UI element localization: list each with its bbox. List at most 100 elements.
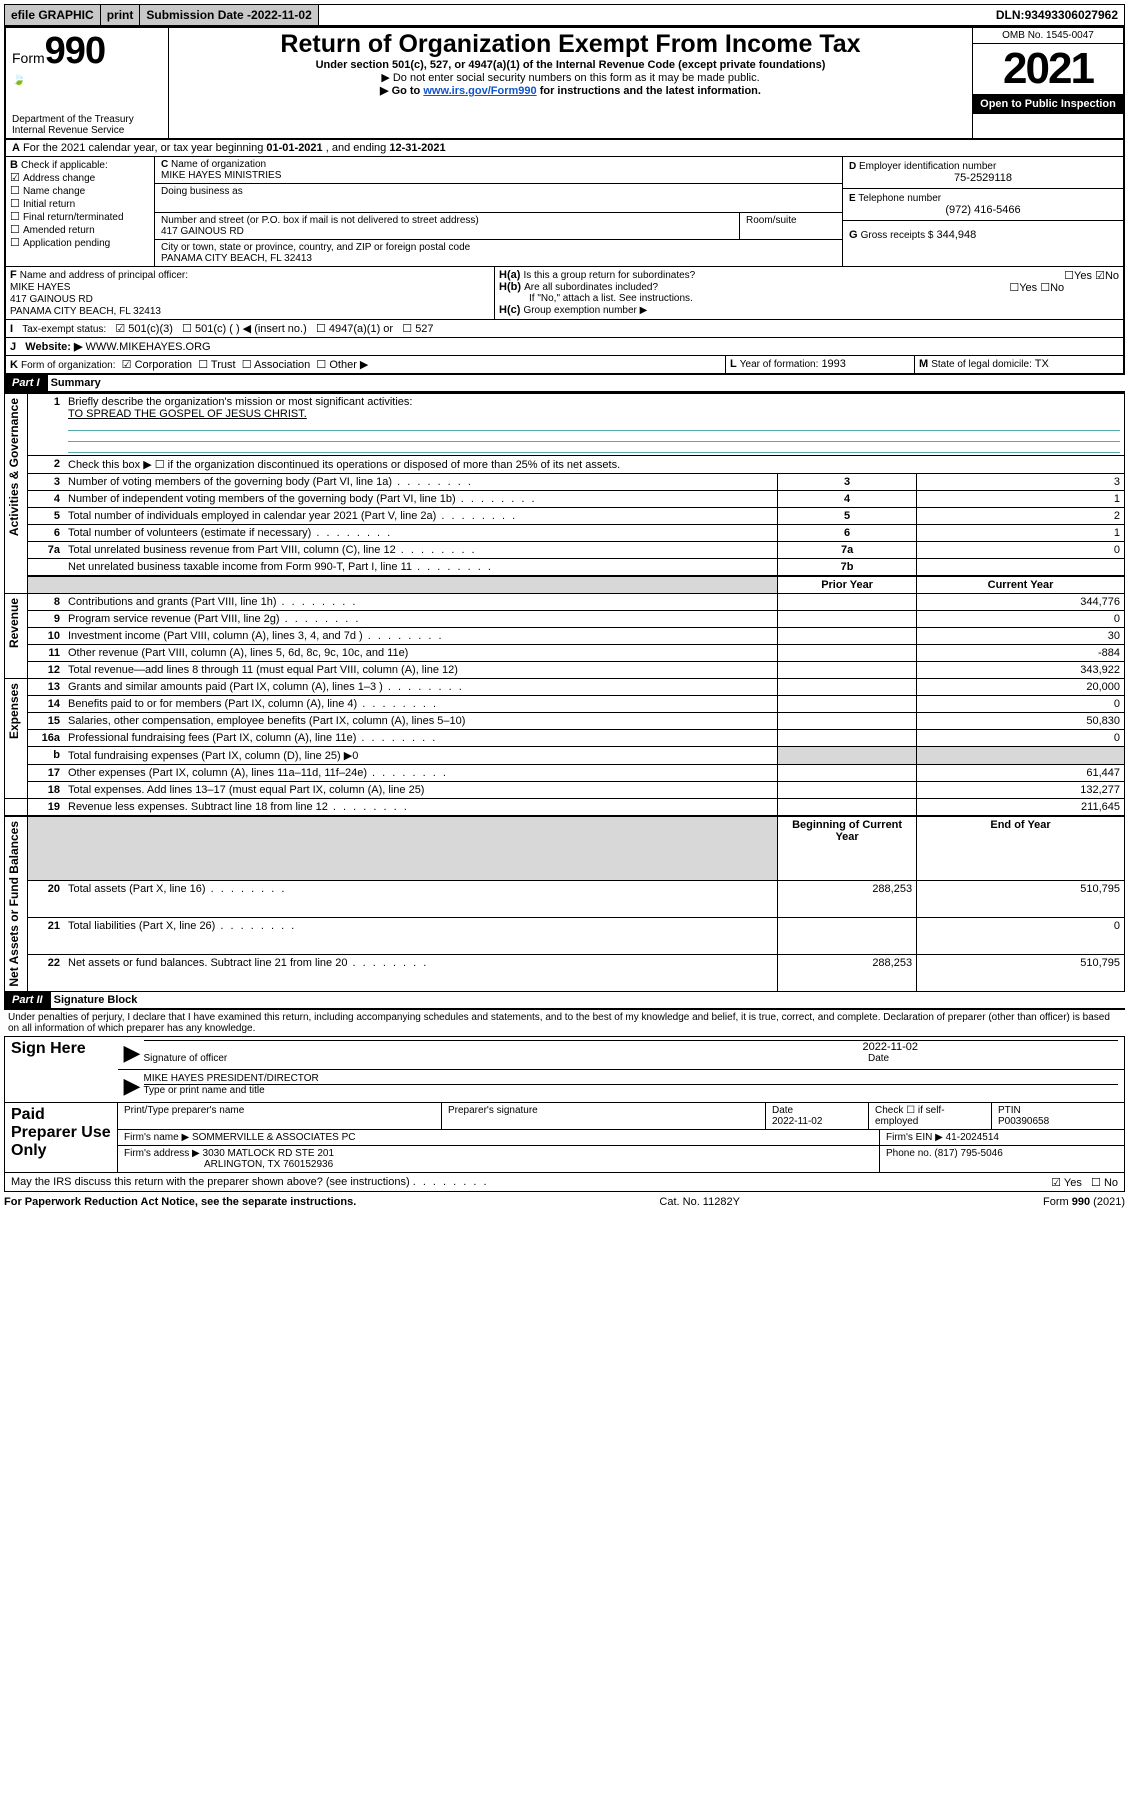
box-i: I Tax-exempt status: ☑ 501(c)(3) ☐ 501(c… (6, 320, 1123, 337)
form-id-cell: Form990 🍃 Department of the Treasury Int… (5, 27, 169, 139)
dept-treasury: Department of the Treasury (12, 114, 162, 125)
c-name-label: Name of organization (171, 159, 266, 170)
firm-ein-label: Firm's EIN ▶ (886, 1132, 943, 1143)
sign-here-label: Sign Here (5, 1036, 118, 1102)
line-20-text: Total assets (Part X, line 16) (64, 880, 778, 917)
b-opt-4[interactable]: ☐ Amended return (10, 223, 150, 236)
line-4-val: 1 (917, 491, 1125, 508)
org-street: 417 GAINOUS RD (161, 226, 733, 237)
toolbar-spacer (319, 5, 990, 25)
line-12-text: Total revenue—add lines 8 through 11 (mu… (64, 662, 778, 679)
line-2: Check this box ▶ ☐ if the organization d… (64, 456, 1125, 474)
line-13-text: Grants and similar amounts paid (Part IX… (64, 679, 778, 696)
line-13-val: 20,000 (917, 679, 1125, 696)
form-subtitle-2: ▶ Do not enter social security numbers o… (175, 71, 966, 84)
b-opt-3[interactable]: ☐ Final return/terminated (10, 210, 150, 223)
sign-arrow-icon: ▶ (124, 1040, 144, 1066)
b-opt-2[interactable]: ☐ Initial return (10, 197, 150, 210)
goto-post: for instructions and the latest informat… (537, 85, 761, 97)
check-self-employed[interactable]: Check ☐ if self-employed (869, 1103, 992, 1129)
line-16b-text: Total fundraising expenses (Part IX, col… (64, 747, 778, 765)
line-22-begin: 288,253 (778, 954, 917, 991)
a-text: For the 2021 calendar year, or tax year … (23, 142, 266, 154)
line-18-text: Total expenses. Add lines 13–17 (must eq… (64, 782, 778, 799)
domicile-state: TX (1035, 358, 1049, 370)
irs-link[interactable]: www.irs.gov/Form990 (423, 85, 536, 97)
efile-label: efile GRAPHIC (11, 8, 94, 22)
side-rev: Revenue (5, 594, 23, 652)
org-city: PANAMA CITY BEACH, FL 32413 (161, 253, 836, 264)
a-mid: , and ending (326, 142, 390, 154)
ha-text: Is this a group return for subordinates? (523, 270, 695, 281)
paid-preparer-label: Paid Preparer Use Only (5, 1102, 118, 1172)
hc-text: Group exemption number ▶ (523, 305, 647, 316)
m-label: State of legal domicile: (931, 359, 1032, 370)
b-opt-5[interactable]: ☐ Application pending (10, 236, 150, 249)
line-22-text: Net assets or fund balances. Subtract li… (64, 954, 778, 991)
org-name: MIKE HAYES MINISTRIES (161, 170, 836, 181)
line-19-text: Revenue less expenses. Subtract line 18 … (64, 799, 778, 817)
line-20-begin: 288,253 (778, 880, 917, 917)
year-cell: OMB No. 1545-0047 2021 Open to Public In… (973, 27, 1125, 139)
room-label: Room/suite (739, 213, 842, 239)
box-b: B Check if applicable: ☑ Address change … (6, 157, 155, 266)
top-toolbar: efile GRAPHIC print Submission Date - 20… (4, 4, 1125, 26)
line-11-val: -884 (917, 645, 1125, 662)
irs-label: Internal Revenue Service (12, 125, 162, 136)
prep-name-label: Print/Type preparer's name (118, 1103, 442, 1129)
line-21-end: 0 (917, 917, 1125, 954)
omb-number: OMB No. 1545-0047 (973, 28, 1123, 44)
gross-receipts: 344,948 (937, 229, 977, 241)
line-17-val: 61,447 (917, 765, 1125, 782)
b-label: Check if applicable: (21, 160, 108, 171)
line-3-text: Number of voting members of the governin… (64, 474, 778, 491)
line-15-text: Salaries, other compensation, employee b… (64, 713, 778, 730)
part-ii-title: Signature Block (54, 994, 138, 1006)
declaration-text: Under penalties of perjury, I declare th… (4, 1010, 1125, 1036)
line-6-text: Total number of volunteers (estimate if … (64, 525, 778, 542)
line-10-text: Investment income (Part VIII, column (A)… (64, 628, 778, 645)
part-i-badge: Part I (4, 375, 48, 391)
b-opt-0[interactable]: ☑ Address change (10, 171, 150, 184)
form-subtitle-1: Under section 501(c), 527, or 4947(a)(1)… (175, 59, 966, 71)
firm-addr-label: Firm's address ▶ (124, 1148, 200, 1159)
footer-mid: Cat. No. 11282Y (659, 1196, 740, 1208)
line-7a-text: Total unrelated business revenue from Pa… (64, 542, 778, 559)
line-7a-val: 0 (917, 542, 1125, 559)
line-7b-val (917, 559, 1125, 577)
phone-value: (972) 416-5466 (849, 204, 1117, 216)
form-title: Return of Organization Exempt From Incom… (175, 30, 966, 59)
box-deg: D Employer identification number 75-2529… (842, 157, 1123, 266)
g-label: Gross receipts $ (861, 230, 934, 241)
prior-year-header: Prior Year (778, 576, 917, 594)
entity-block: A For the 2021 calendar year, or tax yea… (4, 140, 1125, 375)
firm-phone: (817) 795-5046 (934, 1148, 1002, 1159)
line-22-end: 510,795 (917, 954, 1125, 991)
line-19-val: 211,645 (917, 799, 1125, 817)
open-public-badge: Open to Public Inspection (973, 94, 1123, 114)
part-i-header: Part I Summary (4, 375, 1125, 393)
discuss-yes-check[interactable]: ☑ (1051, 1177, 1061, 1189)
discuss-row: May the IRS discuss this return with the… (4, 1173, 1125, 1192)
leaf-icon: 🍃 (12, 73, 26, 86)
discuss-no-check[interactable]: ☐ (1091, 1177, 1101, 1189)
begin-year-header: Beginning of Current Year (778, 816, 917, 880)
h-note: If "No," attach a list. See instructions… (499, 293, 1119, 304)
d-label: Employer identification number (859, 161, 996, 172)
b-opt-1[interactable]: ☐ Name change (10, 184, 150, 197)
efile-button[interactable]: efile GRAPHIC (5, 5, 101, 25)
a-end: 12-31-2021 (389, 142, 445, 154)
form-subtitle-3: ▶ Go to www.irs.gov/Form990 for instruct… (175, 84, 966, 97)
footer-left: For Paperwork Reduction Act Notice, see … (4, 1196, 356, 1208)
print-button[interactable]: print (101, 5, 141, 25)
officer-sub: Type or print name and title (144, 1085, 1119, 1096)
dln-value: 93493306027962 (1025, 8, 1118, 22)
line-14-val: 0 (917, 696, 1125, 713)
line-9-val: 0 (917, 611, 1125, 628)
firm-name-label: Firm's name ▶ (124, 1132, 189, 1143)
line-21-text: Total liabilities (Part X, line 26) (64, 917, 778, 954)
hb-text: Are all subordinates included? (524, 282, 658, 293)
line-17-text: Other expenses (Part IX, column (A), lin… (64, 765, 778, 782)
current-year-header: Current Year (917, 576, 1125, 594)
line-a: A For the 2021 calendar year, or tax yea… (6, 140, 1123, 156)
